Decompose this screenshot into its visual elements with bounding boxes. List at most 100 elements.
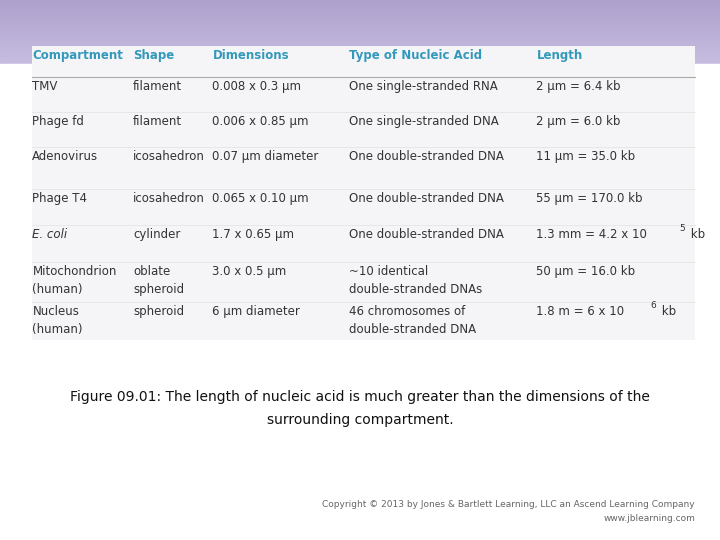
Bar — [0, 35, 720, 36]
Text: E. coli: E. coli — [32, 228, 68, 241]
Bar — [0, 57, 720, 58]
Bar — [0, 17, 720, 18]
Text: One double-stranded DNA: One double-stranded DNA — [349, 150, 504, 163]
Bar — [0, 16, 720, 17]
Bar — [0, 33, 720, 35]
Bar — [0, 38, 720, 39]
Text: 2 μm = 6.0 kb: 2 μm = 6.0 kb — [536, 115, 621, 128]
Bar — [0, 39, 720, 40]
Text: Shape: Shape — [133, 49, 174, 62]
Text: One single-stranded RNA: One single-stranded RNA — [349, 80, 498, 93]
Bar — [0, 29, 720, 30]
Text: Figure 09.01: The length of nucleic acid is much greater than the dimensions of : Figure 09.01: The length of nucleic acid… — [70, 390, 650, 404]
Bar — [0, 27, 720, 28]
Bar — [0, 6, 720, 7]
Bar — [0, 2, 720, 3]
Text: TMV: TMV — [32, 80, 58, 93]
Text: oblate
spheroid: oblate spheroid — [133, 265, 184, 296]
Bar — [0, 63, 720, 64]
Bar — [0, 32, 720, 33]
Bar — [0, 53, 720, 55]
Bar — [0, 43, 720, 44]
Bar — [0, 3, 720, 4]
Bar — [0, 11, 720, 12]
Bar — [0, 64, 720, 540]
Text: www.jblearning.com: www.jblearning.com — [603, 514, 695, 523]
Text: One double-stranded DNA: One double-stranded DNA — [349, 192, 504, 205]
Bar — [0, 51, 720, 52]
Bar — [0, 42, 720, 43]
Text: 0.07 μm diameter: 0.07 μm diameter — [212, 150, 319, 163]
Bar — [0, 62, 720, 63]
Text: 6 μm diameter: 6 μm diameter — [212, 305, 300, 318]
Bar — [0, 0, 720, 1]
Bar — [0, 19, 720, 20]
Text: cylinder: cylinder — [133, 228, 181, 241]
Bar — [0, 28, 720, 29]
Bar — [0, 20, 720, 21]
Text: 3.0 x 0.5 μm: 3.0 x 0.5 μm — [212, 265, 287, 278]
Text: Adenovirus: Adenovirus — [32, 150, 99, 163]
Text: One double-stranded DNA: One double-stranded DNA — [349, 228, 504, 241]
Bar — [0, 25, 720, 26]
Bar — [0, 58, 720, 59]
Bar — [0, 47, 720, 48]
Text: Copyright © 2013 by Jones & Bartlett Learning, LLC an Ascend Learning Company: Copyright © 2013 by Jones & Bartlett Lea… — [323, 500, 695, 509]
Bar — [0, 46, 720, 47]
Bar — [0, 13, 720, 14]
Bar — [0, 59, 720, 60]
Bar — [0, 40, 720, 41]
Bar — [0, 4, 720, 5]
Text: filament: filament — [133, 80, 182, 93]
Bar — [0, 22, 720, 23]
Text: Phage fd: Phage fd — [32, 115, 84, 128]
Bar — [0, 15, 720, 16]
Text: 0.065 x 0.10 μm: 0.065 x 0.10 μm — [212, 192, 309, 205]
Text: kb: kb — [657, 305, 675, 318]
Bar — [0, 26, 720, 27]
Bar — [0, 31, 720, 32]
Text: 6: 6 — [650, 301, 656, 310]
Bar — [0, 18, 720, 19]
Bar — [0, 9, 720, 10]
Bar — [32, 46, 695, 340]
Text: 0.006 x 0.85 μm: 0.006 x 0.85 μm — [212, 115, 309, 128]
Text: 46 chromosomes of
double-stranded DNA: 46 chromosomes of double-stranded DNA — [349, 305, 477, 336]
Text: Length: Length — [536, 49, 582, 62]
Text: 11 μm = 35.0 kb: 11 μm = 35.0 kb — [536, 150, 636, 163]
Text: spheroid: spheroid — [133, 305, 184, 318]
Text: 5: 5 — [680, 224, 685, 233]
Bar — [0, 41, 720, 42]
Text: One single-stranded DNA: One single-stranded DNA — [349, 115, 499, 128]
Bar — [0, 55, 720, 56]
Text: filament: filament — [133, 115, 182, 128]
Text: icosahedron: icosahedron — [133, 150, 205, 163]
Text: 1.7 x 0.65 μm: 1.7 x 0.65 μm — [212, 228, 294, 241]
Text: icosahedron: icosahedron — [133, 192, 205, 205]
Bar — [0, 48, 720, 49]
Text: 50 μm = 16.0 kb: 50 μm = 16.0 kb — [536, 265, 636, 278]
Bar — [0, 30, 720, 31]
Text: Compartment: Compartment — [32, 49, 123, 62]
Bar — [0, 49, 720, 50]
Text: 1.8 m = 6 x 10: 1.8 m = 6 x 10 — [536, 305, 624, 318]
Text: kb: kb — [687, 228, 705, 241]
Bar — [0, 61, 720, 62]
Bar — [0, 24, 720, 25]
Text: 0.008 x 0.3 μm: 0.008 x 0.3 μm — [212, 80, 302, 93]
Bar — [0, 8, 720, 9]
Text: Nucleus
(human): Nucleus (human) — [32, 305, 83, 336]
Text: Phage T4: Phage T4 — [32, 192, 87, 205]
Bar — [0, 10, 720, 11]
Text: Mitochondrion
(human): Mitochondrion (human) — [32, 265, 117, 296]
Bar — [0, 50, 720, 51]
Text: ~10 identical
double-stranded DNAs: ~10 identical double-stranded DNAs — [349, 265, 482, 296]
Bar — [0, 14, 720, 15]
Bar — [0, 45, 720, 46]
Bar — [0, 37, 720, 38]
Bar — [0, 36, 720, 37]
Bar — [0, 21, 720, 22]
Bar — [0, 60, 720, 61]
Text: 55 μm = 170.0 kb: 55 μm = 170.0 kb — [536, 192, 643, 205]
Text: surrounding compartment.: surrounding compartment. — [266, 413, 454, 427]
